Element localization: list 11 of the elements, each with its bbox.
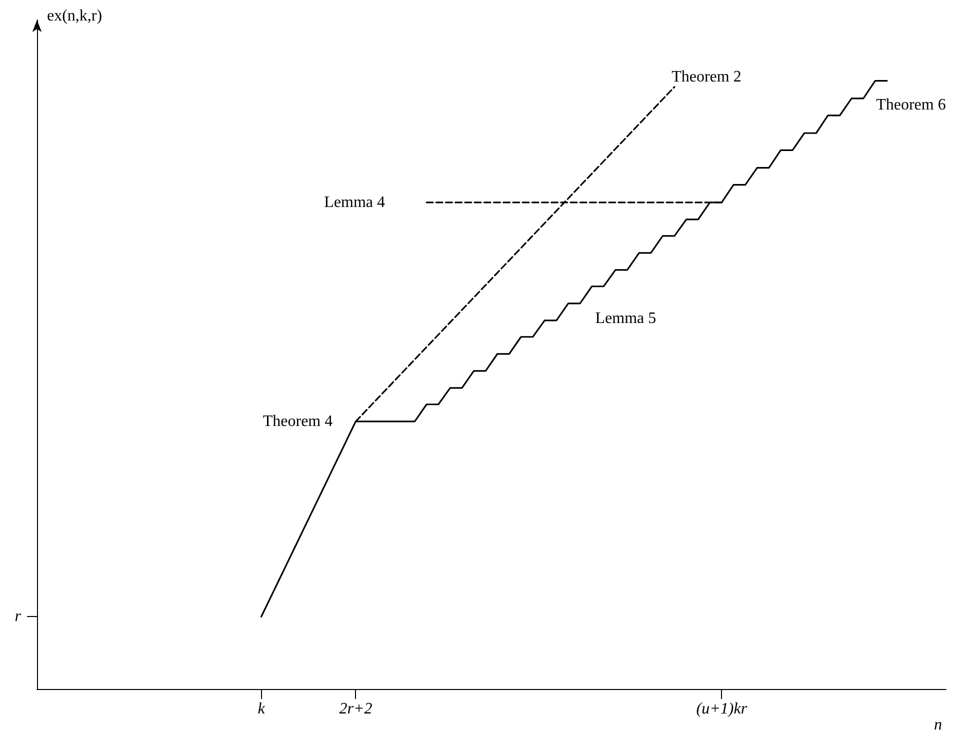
x-tick-label: (u+1)kr (696, 700, 748, 718)
text: Lemma 4 (324, 194, 386, 211)
x-axis-title: n (934, 716, 942, 733)
x-tick-label: 2r+2 (339, 700, 372, 718)
series-label: Theorem 2 (672, 68, 742, 86)
x-tick-label: k (258, 700, 266, 718)
series-label: Lemma 5 (595, 310, 656, 327)
series-label: Theorem 4 (262, 412, 333, 430)
text: r (14, 608, 22, 626)
y-axis-title: ex(n,k,r) (47, 8, 102, 24)
series-label: Theorem 6 (876, 96, 946, 114)
